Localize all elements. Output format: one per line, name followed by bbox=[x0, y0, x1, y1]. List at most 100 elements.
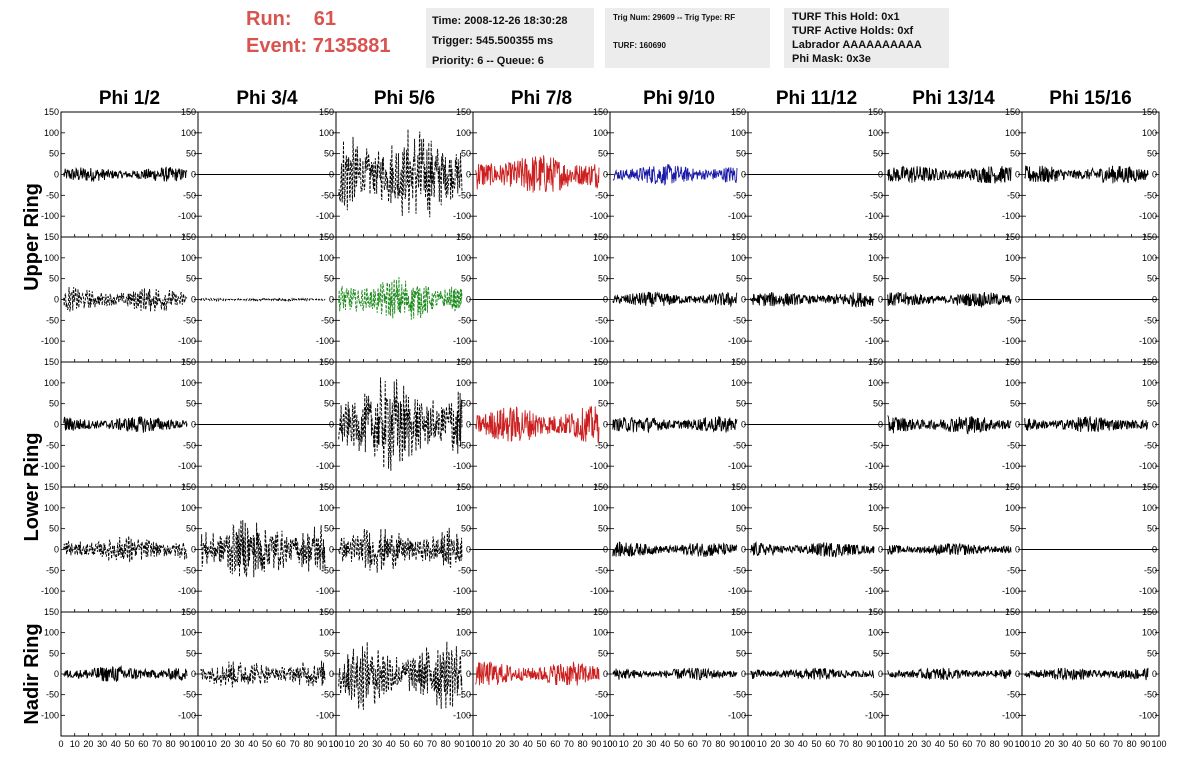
y-tick-label: 50 bbox=[598, 399, 608, 409]
y-tick-label: 150 bbox=[44, 357, 59, 367]
x-tick-label: 0 bbox=[745, 739, 750, 749]
y-tick-label: 50 bbox=[1010, 524, 1020, 534]
y-tick-label: 150 bbox=[593, 232, 608, 242]
y-tick-label: 0 bbox=[1015, 170, 1020, 180]
y-tick-label: 150 bbox=[1142, 232, 1157, 242]
y-tick-label: -50 bbox=[321, 565, 334, 575]
y-tick-label: -100 bbox=[590, 586, 608, 596]
y-tick-label: -50 bbox=[46, 440, 59, 450]
y-tick-label: 0 bbox=[878, 545, 883, 555]
x-tick-label: 100 bbox=[465, 739, 480, 749]
y-tick-label: 100 bbox=[1005, 503, 1020, 513]
y-tick-label: -50 bbox=[1007, 440, 1020, 450]
y-tick-label: 0 bbox=[329, 669, 334, 679]
waveform-trace bbox=[612, 667, 738, 681]
column-title: Phi 1/2 bbox=[99, 88, 160, 109]
y-tick-label: -50 bbox=[458, 440, 471, 450]
y-tick-label: 150 bbox=[44, 232, 59, 242]
x-tick-label: 90 bbox=[317, 739, 327, 749]
waveform-trace bbox=[612, 541, 738, 557]
x-tick-label: 60 bbox=[413, 739, 423, 749]
x-tick-label: 100 bbox=[877, 739, 892, 749]
y-tick-label: 100 bbox=[1005, 628, 1020, 638]
trig-info-box: Trig Num: 29609 -- Trig Type: RF TURF: 1… bbox=[605, 8, 770, 68]
y-tick-label: 100 bbox=[456, 378, 471, 388]
y-tick-label: -50 bbox=[321, 190, 334, 200]
x-tick-label: 50 bbox=[124, 739, 134, 749]
y-tick-label: 50 bbox=[1147, 149, 1157, 159]
y-tick-label: 50 bbox=[49, 399, 59, 409]
y-tick-label: 150 bbox=[456, 357, 471, 367]
y-tick-label: -50 bbox=[1007, 315, 1020, 325]
x-tick-label: 80 bbox=[990, 739, 1000, 749]
y-tick-label: 150 bbox=[181, 607, 196, 617]
y-tick-label: -50 bbox=[733, 315, 746, 325]
y-tick-label: -100 bbox=[316, 336, 334, 346]
ring-label: Nadir Ring bbox=[21, 623, 43, 724]
y-tick-label: 100 bbox=[868, 378, 883, 388]
waveform-trace bbox=[887, 291, 1012, 309]
y-tick-label: 0 bbox=[741, 545, 746, 555]
y-tick-label: -50 bbox=[458, 315, 471, 325]
y-tick-label: 150 bbox=[868, 607, 883, 617]
y-tick-label: -100 bbox=[1002, 336, 1020, 346]
time-text: Time: 2008-12-26 18:30:28 bbox=[432, 15, 568, 27]
y-tick-label: -50 bbox=[1007, 190, 1020, 200]
y-tick-label: -50 bbox=[733, 440, 746, 450]
y-tick-label: 50 bbox=[1147, 399, 1157, 409]
y-tick-label: -100 bbox=[865, 211, 883, 221]
y-tick-label: 50 bbox=[49, 648, 59, 658]
y-tick-label: 50 bbox=[324, 648, 334, 658]
x-tick-label: 20 bbox=[907, 739, 917, 749]
y-tick-label: -100 bbox=[178, 336, 196, 346]
y-tick-label: -100 bbox=[178, 461, 196, 471]
y-tick-label: 150 bbox=[319, 107, 334, 117]
y-tick-label: 100 bbox=[1142, 503, 1157, 513]
trigger-text: Trigger: 545.500355 ms bbox=[432, 35, 554, 47]
x-tick-label: 40 bbox=[111, 739, 121, 749]
y-tick-label: -50 bbox=[46, 690, 59, 700]
y-tick-label: -100 bbox=[865, 710, 883, 720]
y-tick-label: 0 bbox=[603, 669, 608, 679]
waveform-trace bbox=[475, 406, 600, 444]
x-tick-label: 90 bbox=[729, 739, 739, 749]
y-tick-label: 100 bbox=[456, 253, 471, 263]
y-tick-label: 0 bbox=[466, 545, 471, 555]
y-tick-label: 0 bbox=[329, 295, 334, 305]
y-tick-label: 150 bbox=[319, 232, 334, 242]
x-tick-label: 80 bbox=[303, 739, 313, 749]
y-tick-label: -100 bbox=[1002, 586, 1020, 596]
y-tick-label: 100 bbox=[44, 628, 59, 638]
y-tick-label: 50 bbox=[186, 149, 196, 159]
y-tick-label: 150 bbox=[868, 357, 883, 367]
y-tick-label: 100 bbox=[44, 378, 59, 388]
y-tick-label: 100 bbox=[456, 503, 471, 513]
x-tick-label: 30 bbox=[784, 739, 794, 749]
y-tick-label: -50 bbox=[458, 190, 471, 200]
y-tick-label: 0 bbox=[741, 170, 746, 180]
y-tick-label: 100 bbox=[456, 128, 471, 138]
y-tick-label: -50 bbox=[595, 690, 608, 700]
y-tick-label: 100 bbox=[1142, 378, 1157, 388]
y-tick-label: 50 bbox=[186, 524, 196, 534]
x-tick-label: 70 bbox=[427, 739, 437, 749]
x-tick-label: 70 bbox=[976, 739, 986, 749]
run-value: 61 bbox=[313, 8, 337, 30]
y-tick-label: -100 bbox=[865, 336, 883, 346]
x-tick-label: 10 bbox=[70, 739, 80, 749]
y-tick-label: 100 bbox=[181, 378, 196, 388]
y-tick-label: 0 bbox=[741, 420, 746, 430]
x-tick-label: 20 bbox=[495, 739, 505, 749]
y-tick-label: 100 bbox=[319, 128, 334, 138]
y-tick-label: -50 bbox=[321, 440, 334, 450]
y-tick-label: 50 bbox=[873, 524, 883, 534]
y-tick-label: 0 bbox=[741, 295, 746, 305]
